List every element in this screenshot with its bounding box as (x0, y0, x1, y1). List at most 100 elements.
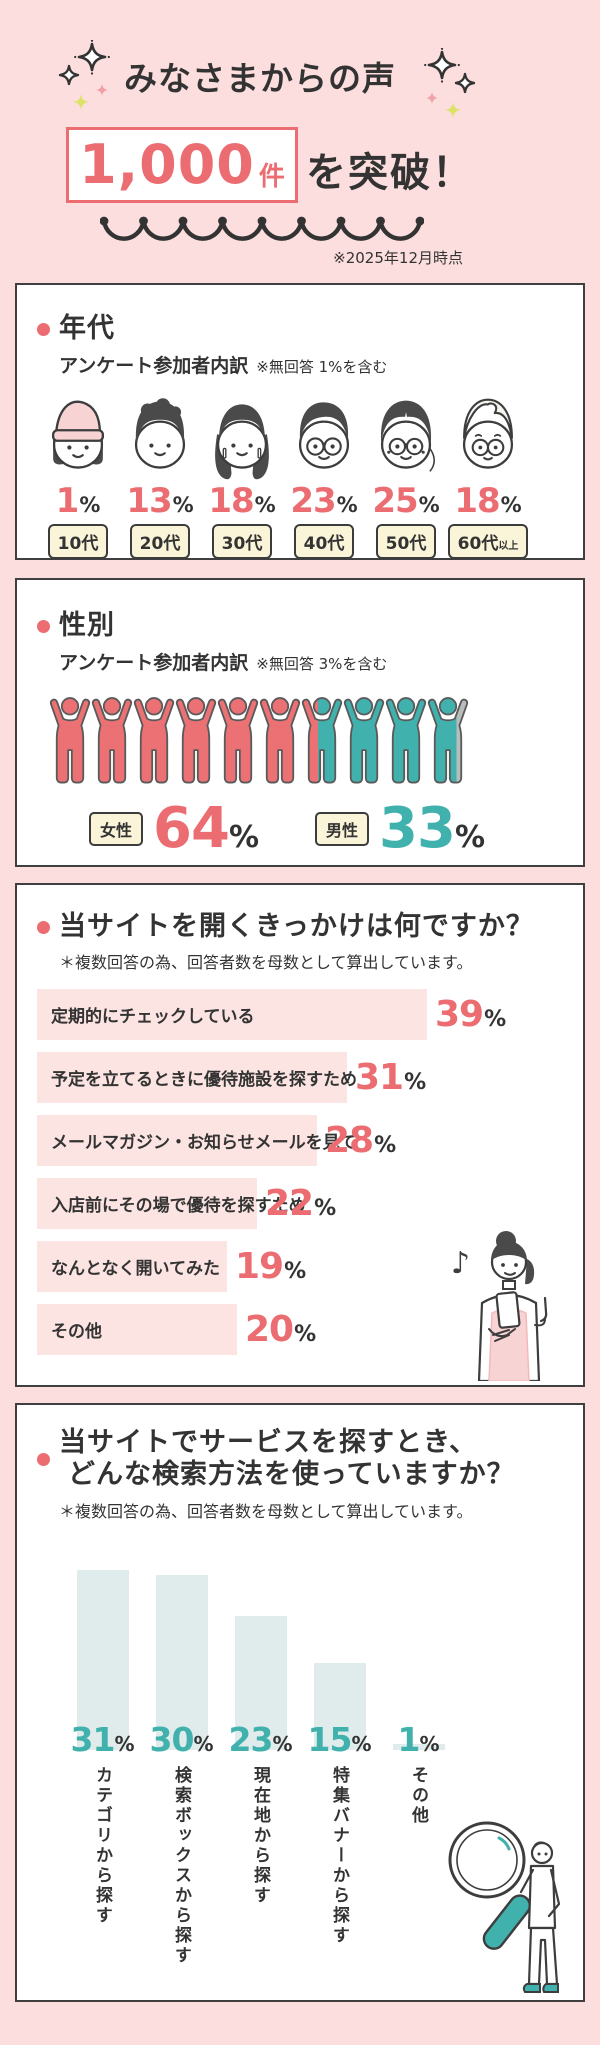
female-result: 女性 64% (89, 801, 259, 857)
count-box: 1,000 件 (66, 127, 298, 203)
bar-column: 15% 特集バナーから探す (300, 1568, 379, 1982)
bar (234, 1615, 287, 1750)
man-with-magnifier-illustration (447, 1808, 569, 2000)
count-number: 1,000 (79, 133, 255, 196)
bar-value: 22% (265, 1182, 337, 1224)
age-label: 20代 (129, 524, 191, 560)
raised-arms-person-icon (385, 695, 427, 787)
age-section-title: 年代 (37, 313, 563, 345)
bar-label: メールマガジン・お知らせメールを見て (51, 1133, 357, 1154)
bar-value: 19% (235, 1245, 307, 1287)
page-title: みなさまからの声 (124, 59, 396, 98)
bar: 入店前にその場で優待を探すため (37, 1178, 306, 1230)
date-note: ※2025年12月時点 (333, 249, 463, 267)
bar-value: 39% (435, 993, 507, 1035)
age-label: 30代 (211, 524, 273, 560)
age-item: 1% 10代 (37, 392, 119, 560)
age-label: 40代 (293, 524, 355, 560)
bar-column: 23% 現在地から探す (221, 1568, 300, 1982)
bar-label: 検索ボックスから探す (171, 1765, 191, 1966)
male-percent-number: 33 (379, 796, 456, 862)
age-item: 23% 40代 (283, 392, 365, 560)
bar: 定期的にチェックしている (37, 989, 427, 1041)
bullet-dot-icon (37, 920, 50, 934)
bar-label: その他 (51, 1322, 102, 1343)
bar: 予定を立てるときに優待施設を探すため (37, 1052, 357, 1104)
sparkle-icon (420, 47, 478, 128)
bar: その他 (37, 1304, 237, 1356)
raised-arms-person-icon (91, 695, 133, 787)
age-percent: 25% (372, 481, 440, 522)
age-label: 10代 (47, 524, 109, 560)
woman-with-phone-illustration: ♪ (449, 1229, 567, 1385)
gender-results: 女性 64% 男性 33% (89, 801, 563, 857)
search-section-title: 当サイトでサービスを探すとき、 どんな検索方法を使っていますか？ (37, 1427, 563, 1492)
bar-row: メールマガジン・お知らせメールを見て 28% (37, 1115, 563, 1167)
trigger-section: 当サイトを開くきっかけは何ですか？ ＊複数回答の為、回答者数を母数として算出して… (15, 883, 585, 1387)
bar-zone: 1% (379, 1568, 458, 1756)
bar-value: 1% (397, 1719, 440, 1759)
raised-arms-person-icon (217, 695, 259, 787)
bullet-dot-icon (37, 1452, 50, 1466)
section-heading: 性別 (59, 610, 115, 641)
male-percent: 33% (379, 801, 485, 857)
bar: メールマガジン・お知らせメールを見て (37, 1115, 357, 1167)
age-percent: 18% (454, 481, 522, 522)
section-heading: 当サイトでサービスを探すとき、 どんな検索方法を使っていますか？ (59, 1427, 515, 1491)
header: みなさまからの声 1,000 件 を突破！ ※2025年12月時点 (0, 0, 600, 283)
bar: なんとなく開いてみた (37, 1241, 227, 1293)
bar (155, 1574, 208, 1750)
age-section-subtitle: アンケート参加者内訳 ※無回答 1%を含む (59, 351, 563, 378)
bar-label: 予定を立てるときに優待施設を探すため (51, 1070, 357, 1091)
male-label: 男性 (315, 812, 370, 847)
woman-face-icon (203, 392, 281, 480)
age-percent: 1% (55, 481, 101, 522)
percent-sign: % (228, 820, 260, 856)
bar-zone: 30% (142, 1568, 221, 1756)
gender-section: 性別 アンケート参加者内訳 ※無回答 3%を含む 女性 64% 男性 33% (15, 578, 585, 867)
bar (392, 1743, 445, 1750)
raised-arms-person-icon (343, 695, 385, 787)
age-label: 60代 以上 (447, 524, 529, 560)
bar-zone: 31% (63, 1568, 142, 1756)
bar-label: 入店前にその場で優待を探すため (51, 1196, 306, 1217)
bar-value: 20% (245, 1308, 317, 1350)
section-heading: 当サイトを開くきっかけは何ですか？ (59, 911, 534, 942)
raised-arms-person-icon (259, 695, 301, 787)
subtitle-note: ※無回答 1%を含む (256, 358, 388, 377)
bar-value: 23% (228, 1719, 293, 1759)
bar-label: カテゴリから探す (92, 1765, 112, 1926)
woman-glasses-face-icon (367, 392, 445, 480)
search-bars: 31% カテゴリから探す 30% 検索ボックスから探す 23% 現在地から探す 15% 特集バ… (63, 1568, 563, 1982)
subtitle-text: アンケート参加者内訳 (59, 652, 249, 675)
bar-value: 15% (307, 1719, 372, 1759)
search-note: ＊複数回答の為、回答者数を母数として算出しています。 (59, 1501, 473, 1521)
senior-face-icon (449, 392, 527, 480)
percent-sign: % (454, 820, 486, 856)
bar-row: その他 20% (37, 1304, 563, 1356)
bar-row: 入店前にその場で優待を探すため 22% (37, 1178, 563, 1230)
trigger-bars: 定期的にチェックしている 39% 予定を立てるときに優待施設を探すため 31% メールマ… (37, 989, 563, 1356)
section-heading: 年代 (59, 313, 115, 344)
gender-section-title: 性別 (37, 610, 563, 642)
subtitle-note: ※無回答 3%を含む (256, 655, 388, 674)
bar-column: 30% 検索ボックスから探す (142, 1568, 221, 1982)
bar-label: 定期的にチェックしている (51, 1007, 255, 1028)
bullet-dot-icon (37, 322, 50, 336)
raised-arms-person-icon (49, 695, 91, 787)
raised-arms-person-icon (301, 695, 343, 787)
bar (76, 1569, 129, 1750)
female-label: 女性 (89, 812, 144, 847)
bar-row: 予定を立てるときに優待施設を探すため 31% (37, 1052, 563, 1104)
gender-pictogram (49, 695, 563, 787)
age-percent: 18% (208, 481, 276, 522)
music-note-icon: ♪ (451, 1246, 470, 1281)
bar-label: 特集バナーから探す (329, 1765, 349, 1946)
bar-row: 定期的にチェックしている 39% (37, 989, 563, 1041)
trigger-note: ＊複数回答の為、回答者数を母数として算出しています。 (59, 953, 473, 973)
bar-column: 1% その他 (379, 1568, 458, 1982)
sparkle-icon (56, 39, 114, 120)
bar-zone: 15% (300, 1568, 379, 1756)
count-unit: 件 (258, 161, 285, 192)
